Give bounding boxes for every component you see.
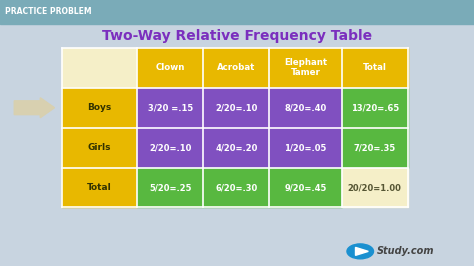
Text: 9/20=.45: 9/20=.45 (284, 183, 327, 192)
Text: 8/20=.40: 8/20=.40 (284, 103, 327, 112)
Bar (342, 168, 408, 207)
Bar (62, 168, 137, 207)
Text: 7/20=.35: 7/20=.35 (354, 143, 396, 152)
Text: 3/20 =.15: 3/20 =.15 (148, 103, 193, 112)
Bar (0, 0, 474, 24)
Text: 2/20=.10: 2/20=.10 (215, 103, 257, 112)
Bar (62, 128, 137, 168)
Bar (203, 48, 269, 88)
Text: 5/20=.25: 5/20=.25 (149, 183, 191, 192)
Text: PRACTICE PROBLEM: PRACTICE PROBLEM (5, 7, 91, 16)
Text: 2/20=.10: 2/20=.10 (149, 143, 191, 152)
Bar (342, 48, 408, 88)
Bar (137, 88, 203, 128)
Bar (137, 48, 203, 88)
Bar (342, 128, 408, 168)
Bar (137, 168, 203, 207)
Text: 13/20=.65: 13/20=.65 (351, 103, 399, 112)
Bar (269, 168, 342, 207)
Text: Clown: Clown (155, 63, 185, 72)
Circle shape (347, 244, 374, 259)
Text: Acrobat: Acrobat (217, 63, 255, 72)
Bar (62, 48, 137, 88)
Text: Elephant
Tamer: Elephant Tamer (284, 58, 327, 77)
Text: Girls: Girls (88, 143, 111, 152)
Text: Study.com: Study.com (377, 246, 434, 256)
Text: Two-Way Relative Frequency Table: Two-Way Relative Frequency Table (102, 29, 372, 43)
Text: 1/20=.05: 1/20=.05 (284, 143, 327, 152)
Text: Total: Total (87, 183, 112, 192)
Bar (137, 128, 203, 168)
Text: 4/20=.20: 4/20=.20 (215, 143, 257, 152)
Text: 6/20=.30: 6/20=.30 (215, 183, 257, 192)
FancyArrow shape (14, 98, 55, 118)
Text: Total: Total (363, 63, 387, 72)
Bar (203, 88, 269, 128)
Bar (269, 128, 342, 168)
Bar (269, 48, 342, 88)
Polygon shape (356, 247, 368, 255)
Bar (269, 88, 342, 128)
Bar (62, 88, 137, 128)
Bar (203, 128, 269, 168)
Bar (342, 88, 408, 128)
Bar (203, 168, 269, 207)
Text: 20/20=1.00: 20/20=1.00 (348, 183, 401, 192)
Text: Boys: Boys (87, 103, 112, 112)
